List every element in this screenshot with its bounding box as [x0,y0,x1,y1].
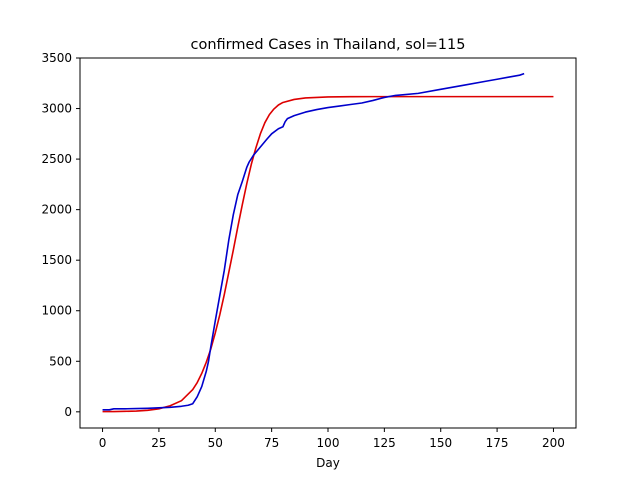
y-tick-label: 1500 [41,253,72,267]
y-tick-label: 500 [49,354,72,368]
series-line-2 [102,72,525,411]
series-line-1 [102,95,554,413]
y-tick-label: 2000 [41,203,72,217]
x-axis-ticks: 0 25 50 75 100 125 150 175 200 [99,428,565,450]
plot-frame [79,57,577,429]
x-tick-label: 0 [99,436,107,450]
x-tick-label: 75 [264,436,279,450]
x-tick-label: 175 [486,436,509,450]
x-axis-label: Day [316,456,340,470]
y-tick-label: 2500 [41,152,72,166]
x-tick-label: 25 [151,436,166,450]
x-tick-label: 125 [373,436,396,450]
y-axis-ticks: 0 500 1000 1500 2000 2500 3000 3500 [41,51,80,419]
x-tick-label: 150 [429,436,452,450]
x-tick-label: 100 [317,436,340,450]
x-tick-label: 50 [208,436,223,450]
x-tick-label: 200 [542,436,565,450]
y-tick-label: 0 [64,405,72,419]
y-tick-label: 3500 [41,51,72,65]
series-layer [102,72,554,413]
chart-title: confirmed Cases in Thailand, sol=115 [191,37,466,53]
y-tick-label: 3000 [41,102,72,116]
y-tick-label: 1000 [41,304,72,318]
